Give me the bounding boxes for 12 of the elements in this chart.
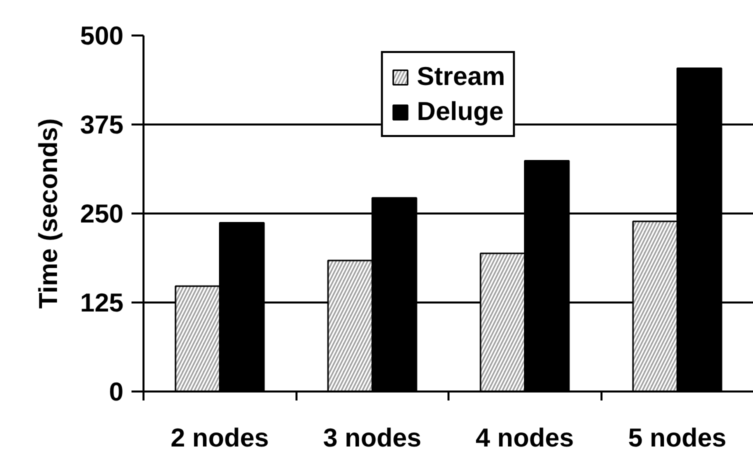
x-tick-label: 5 nodes bbox=[628, 422, 726, 452]
y-tick-label: 250 bbox=[80, 198, 124, 228]
y-axis-title: Time (seconds) bbox=[33, 118, 64, 309]
x-tick-label: 2 nodes bbox=[170, 422, 269, 452]
x-tick-label: 3 nodes bbox=[323, 422, 422, 452]
legend-label: Deluge bbox=[416, 96, 504, 127]
x-tick-label: 4 nodes bbox=[476, 422, 574, 452]
y-tick-label: 375 bbox=[80, 110, 124, 140]
legend-label: Stream bbox=[416, 61, 506, 92]
y-tick-label: 500 bbox=[80, 20, 124, 50]
y-tick-label: 0 bbox=[109, 376, 124, 406]
y-tick-label: 125 bbox=[80, 288, 124, 318]
